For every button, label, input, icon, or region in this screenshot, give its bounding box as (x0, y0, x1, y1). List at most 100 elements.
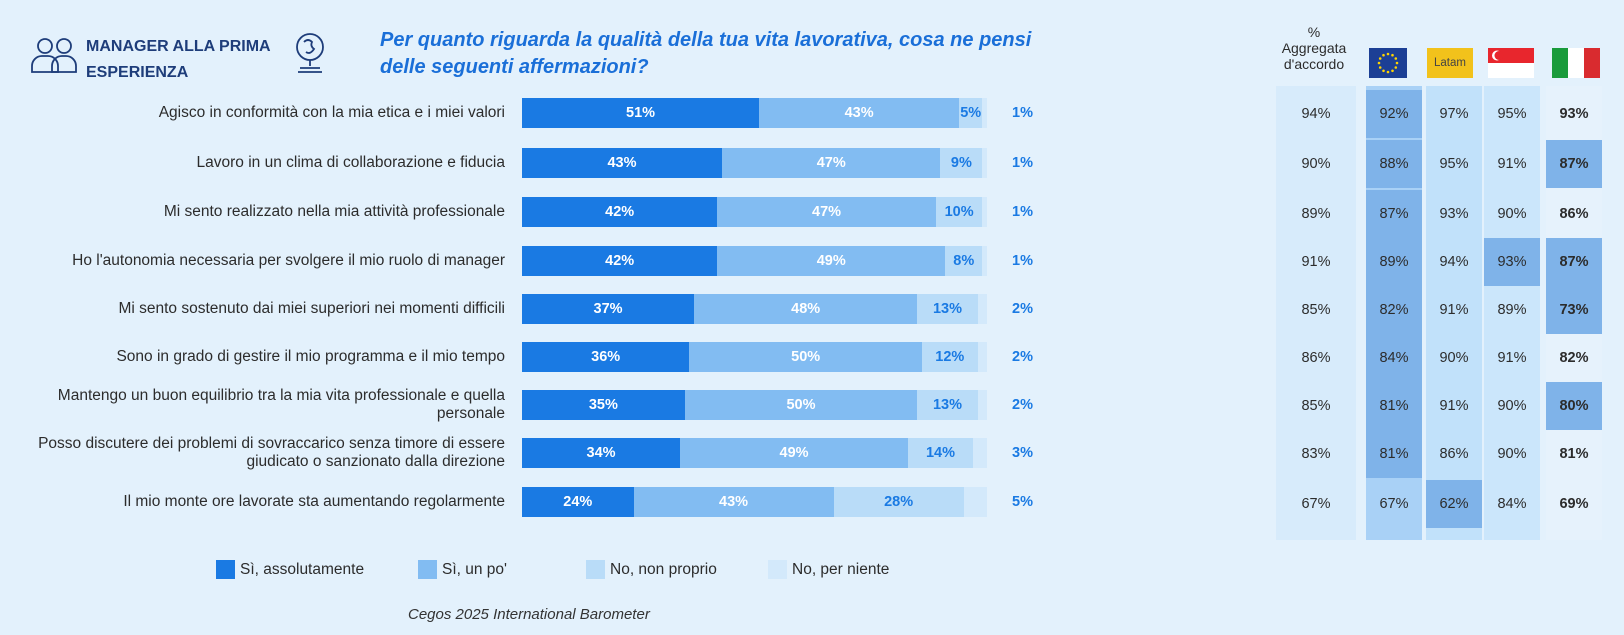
bar-segment: 13% (917, 294, 978, 324)
source-note: Cegos 2025 International Barometer (408, 606, 650, 623)
table-cell: 84% (1497, 496, 1527, 512)
eu-star (1391, 53, 1394, 57)
table-cell: 87% (1546, 140, 1602, 188)
bar-segment (977, 390, 987, 420)
table-cell: 80% (1546, 382, 1602, 430)
legend-item: No, per niente (768, 560, 889, 579)
table-cell: 90% (1497, 206, 1527, 222)
bar-segment (982, 148, 987, 178)
bar-segment (982, 197, 987, 227)
category-label: Mi sento sostenuto dai miei superiori ne… (118, 300, 505, 317)
table-cell: 84% (1366, 334, 1422, 382)
eu-star (1386, 52, 1390, 56)
latam-label: Latam (1434, 57, 1466, 69)
bar-segment: 14% (907, 438, 974, 468)
legend-label: Sì, assolutamente (240, 560, 365, 578)
table-cell: 90% (1497, 446, 1527, 462)
table-cell: 85% (1301, 398, 1331, 414)
bar-segment (982, 98, 987, 128)
bar-segment: 10% (935, 197, 983, 227)
bar-segment: 24% (522, 487, 634, 517)
chart-row: Mi sento sostenuto dai miei superiori ne… (0, 292, 1060, 326)
legend-label: No, per niente (792, 560, 890, 578)
stacked-bar: 42% 49% 8% (522, 246, 987, 276)
eu-star (1377, 61, 1381, 65)
table-cell: 89% (1301, 206, 1331, 222)
bar-segment (982, 246, 987, 276)
chart-row: Posso discutere dei problemi di sovracca… (0, 435, 1060, 470)
table-cell: 91% (1439, 302, 1469, 318)
bar-segment: 42% (522, 197, 718, 227)
table-cell: 97% (1439, 106, 1469, 122)
bar-segment: 48% (694, 294, 918, 324)
table-cell: 86% (1301, 350, 1331, 366)
table-cell: 87% (1546, 238, 1602, 286)
bar-segment: 43% (633, 487, 834, 517)
table-cell: 89% (1366, 238, 1422, 286)
legend-label: No, non proprio (610, 560, 717, 578)
bar-segment: 34% (522, 438, 681, 468)
data-label: 1% (1012, 204, 1033, 220)
table-cell: 95% (1439, 156, 1469, 172)
chart-row: Agisco in conformità con la mia etica e … (0, 96, 1060, 130)
stacked-bar: 37% 48% 13% (522, 294, 987, 324)
aggregate-header: % Aggregata d'accordo (1274, 24, 1354, 72)
bar-segment: 47% (717, 197, 936, 227)
aggregate-header-line: d'accordo (1283, 56, 1345, 72)
agreement-table: % Aggregata d'accordo Latam 94% 92% 97% 95% 93… (1274, 0, 1624, 635)
legend-swatch (586, 560, 605, 579)
table-cell: 91% (1497, 156, 1527, 172)
table-column (1484, 86, 1540, 540)
table-cell: 83% (1301, 446, 1331, 462)
stacked-bar: 43% 47% 9% (522, 148, 987, 178)
chart-row: Il mio monte ore lavorate sta aumentando… (0, 485, 1060, 519)
table-cell: 95% (1497, 106, 1527, 122)
eu-star (1378, 57, 1382, 60)
globe-hand-icon (296, 33, 324, 73)
bar-segment (973, 438, 987, 468)
category-label: Agisco in conformità con la mia etica e … (158, 104, 505, 121)
legend-label: Sì, un po' (442, 560, 508, 578)
table-cell: 91% (1439, 398, 1469, 414)
eu-star (1386, 70, 1390, 74)
data-label: 5% (1012, 494, 1033, 510)
legend-item: No, non proprio (586, 560, 717, 579)
bar-segment: 43% (759, 98, 960, 128)
category-label: Lavoro in un clima di collaborazione e f… (196, 154, 505, 171)
stacked-bar: 24% 43% 28% (522, 487, 987, 517)
table-cell: 93% (1484, 238, 1540, 286)
bar-segment (963, 487, 987, 517)
table-cell: 62% (1426, 480, 1482, 528)
category-label: Ho l'autonomia necessaria per svolgere i… (72, 252, 505, 269)
table-cell: 67% (1301, 496, 1331, 512)
table-cell: 69% (1559, 496, 1589, 512)
bar-segment: 49% (717, 246, 946, 276)
bar-segment (977, 294, 987, 324)
chart-row: Mi sento realizzato nella mia attività p… (0, 195, 1060, 229)
category-label: Sono in grado di gestire il mio programm… (116, 348, 505, 365)
stacked-bar: 51% 43% 5% (522, 98, 987, 128)
bar-segment: 51% (522, 98, 760, 128)
table-column (1276, 86, 1356, 540)
chart-row: Ho l'autonomia necessaria per svolgere i… (0, 244, 1060, 278)
table-cell: 92% (1366, 90, 1422, 138)
eu-star (1394, 57, 1398, 60)
aggregate-header-line: Aggregata (1281, 40, 1347, 56)
table-cell: 85% (1301, 302, 1331, 318)
eu-star (1394, 66, 1398, 69)
bar-segment (977, 342, 987, 372)
data-label: 2% (1012, 397, 1033, 413)
chart-row: Lavoro in un clima di collaborazione e f… (0, 146, 1060, 180)
stacked-bar: 36% 50% 12% (522, 342, 987, 372)
data-label: 3% (1012, 445, 1033, 461)
table-cell: 82% (1559, 350, 1589, 366)
table-cell: 94% (1301, 106, 1331, 122)
italy-flag-icon (1552, 48, 1600, 78)
table-cell: 88% (1366, 140, 1422, 188)
eu-star (1378, 66, 1382, 69)
table-cell: 82% (1366, 286, 1422, 334)
bar-segment: 36% (522, 342, 690, 372)
table-cell: 81% (1559, 446, 1589, 462)
table-cell: 90% (1439, 350, 1469, 366)
bar-segment: 50% (689, 342, 922, 372)
